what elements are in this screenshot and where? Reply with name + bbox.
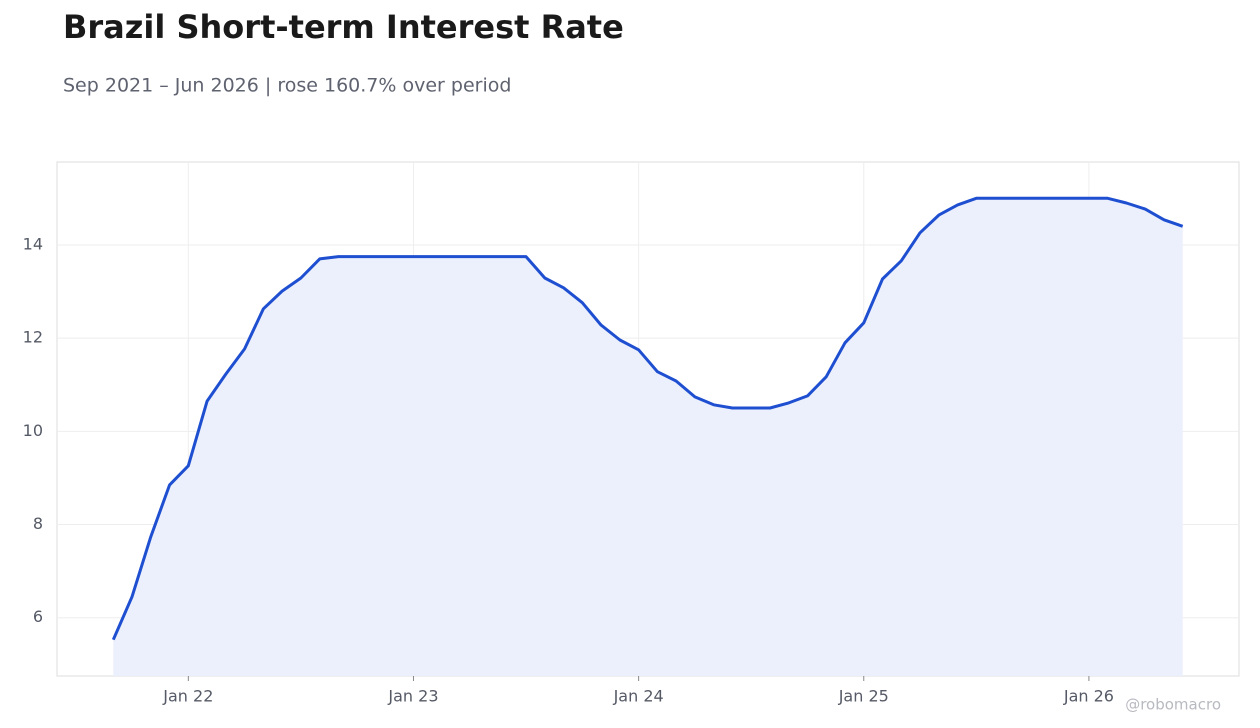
x-tick-label: Jan 25 [838,687,889,706]
y-tick-label: 12 [23,328,43,347]
x-tick-label: Jan 22 [162,687,213,706]
y-tick-label: 10 [23,421,43,440]
y-tick-label: 14 [23,234,43,253]
x-tick-label: Jan 24 [613,687,664,706]
watermark: @robomacro [1125,696,1221,714]
chart-subtitle: Sep 2021 – Jun 2026 | rose 160.7% over p… [63,75,511,97]
x-tick-label: Jan 23 [387,687,438,706]
area-fill [113,198,1183,677]
y-tick-label: 6 [33,607,43,626]
y-tick-label: 8 [33,514,43,533]
x-tick-label: Jan 26 [1063,687,1114,706]
chart-title: Brazil Short-term Interest Rate [63,8,624,46]
line [111,196,1184,641]
